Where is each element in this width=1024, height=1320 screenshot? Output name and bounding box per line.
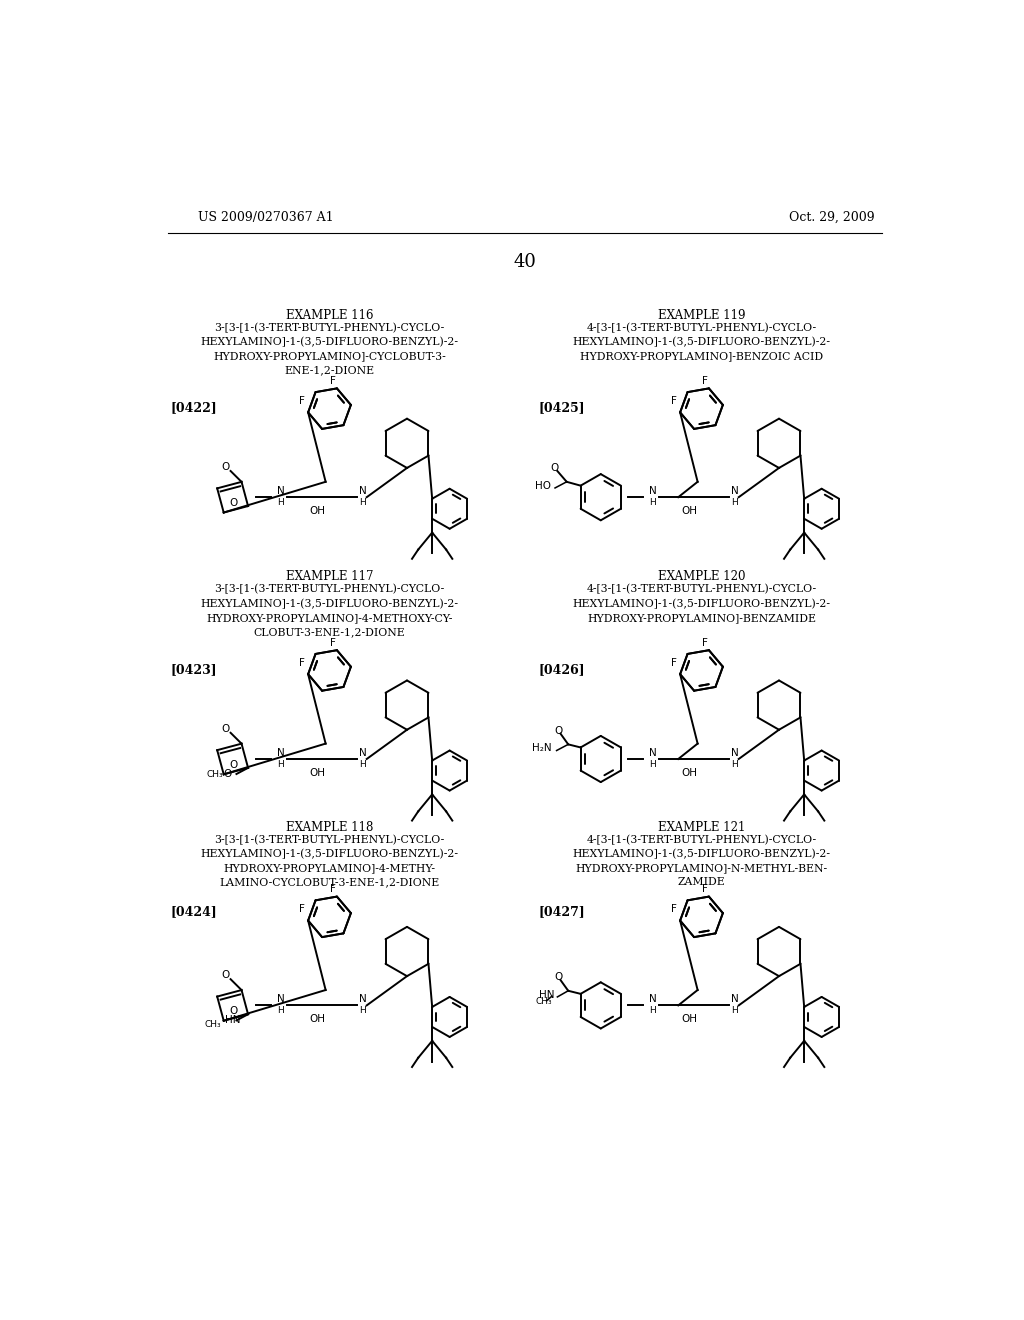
Text: F: F <box>331 376 336 385</box>
Text: F: F <box>299 396 304 407</box>
Text: H: H <box>649 1006 656 1015</box>
Text: O: O <box>554 726 562 735</box>
Text: H: H <box>359 760 367 768</box>
Text: N: N <box>276 994 285 1005</box>
Text: N: N <box>359 748 367 758</box>
Text: H: H <box>359 1006 367 1015</box>
Text: O: O <box>221 970 229 981</box>
Text: N: N <box>359 486 367 496</box>
Text: [0422]: [0422] <box>171 401 217 414</box>
Text: H: H <box>649 498 656 507</box>
Text: EXAMPLE 121: EXAMPLE 121 <box>657 821 745 834</box>
Text: O: O <box>554 972 562 982</box>
Text: EXAMPLE 120: EXAMPLE 120 <box>657 570 745 583</box>
Text: N: N <box>276 486 285 496</box>
Text: N: N <box>649 994 656 1005</box>
Text: EXAMPLE 119: EXAMPLE 119 <box>657 309 745 322</box>
Text: CH₃: CH₃ <box>207 770 223 779</box>
Text: 3-[3-[1-(3-TERT-BUTYL-PHENYL)-CYCLO-
HEXYLAMINO]-1-(3,5-DIFLUORO-BENZYL)-2-
HYDR: 3-[3-[1-(3-TERT-BUTYL-PHENYL)-CYCLO- HEX… <box>201 322 459 375</box>
Text: [0427]: [0427] <box>539 906 586 919</box>
Text: OH: OH <box>682 1014 698 1024</box>
Text: H: H <box>359 498 367 507</box>
Text: OH: OH <box>682 506 698 516</box>
Text: F: F <box>331 638 336 648</box>
Text: HN: HN <box>225 1015 241 1026</box>
Text: N: N <box>649 486 656 496</box>
Text: N: N <box>731 486 738 496</box>
Text: H₂N: H₂N <box>531 743 551 754</box>
Text: O: O <box>221 462 229 473</box>
Text: EXAMPLE 116: EXAMPLE 116 <box>286 309 374 322</box>
Text: CH₃: CH₃ <box>205 1020 221 1028</box>
Text: Oct. 29, 2009: Oct. 29, 2009 <box>790 211 876 224</box>
Text: H: H <box>731 498 738 507</box>
Text: O: O <box>229 498 238 508</box>
Text: N: N <box>731 748 738 758</box>
Text: F: F <box>671 904 677 915</box>
Text: OH: OH <box>310 506 326 516</box>
Text: 4-[3-[1-(3-TERT-BUTYL-PHENYL)-CYCLO-
HEXYLAMINO]-1-(3,5-DIFLUORO-BENZYL)-2-
HYDR: 4-[3-[1-(3-TERT-BUTYL-PHENYL)-CYCLO- HEX… <box>572 585 830 623</box>
Text: [0426]: [0426] <box>539 663 586 676</box>
Text: 3-[3-[1-(3-TERT-BUTYL-PHENYL)-CYCLO-
HEXYLAMINO]-1-(3,5-DIFLUORO-BENZYL)-2-
HYDR: 3-[3-[1-(3-TERT-BUTYL-PHENYL)-CYCLO- HEX… <box>201 834 459 887</box>
Text: H: H <box>731 1006 738 1015</box>
Text: F: F <box>702 376 709 385</box>
Text: F: F <box>671 396 677 407</box>
Text: US 2009/0270367 A1: US 2009/0270367 A1 <box>198 211 334 224</box>
Text: [0423]: [0423] <box>171 663 217 676</box>
Text: F: F <box>299 904 304 915</box>
Text: F: F <box>671 657 677 668</box>
Text: H: H <box>731 760 738 768</box>
Text: F: F <box>702 884 709 894</box>
Text: O: O <box>223 770 231 779</box>
Text: O: O <box>221 723 229 734</box>
Text: OH: OH <box>682 768 698 777</box>
Text: H: H <box>278 760 284 768</box>
Text: EXAMPLE 117: EXAMPLE 117 <box>286 570 374 583</box>
Text: OH: OH <box>310 1014 326 1024</box>
Text: N: N <box>359 994 367 1005</box>
Text: F: F <box>331 884 336 894</box>
Text: H: H <box>278 498 284 507</box>
Text: N: N <box>649 748 656 758</box>
Text: O: O <box>229 760 238 770</box>
Text: [0424]: [0424] <box>171 906 217 919</box>
Text: HN: HN <box>539 990 554 999</box>
Text: F: F <box>702 638 709 648</box>
Text: N: N <box>731 994 738 1005</box>
Text: 40: 40 <box>513 253 537 272</box>
Text: 4-[3-[1-(3-TERT-BUTYL-PHENYL)-CYCLO-
HEXYLAMINO]-1-(3,5-DIFLUORO-BENZYL)-2-
HYDR: 4-[3-[1-(3-TERT-BUTYL-PHENYL)-CYCLO- HEX… <box>572 834 830 887</box>
Text: HO: HO <box>536 482 551 491</box>
Text: [0425]: [0425] <box>539 401 586 414</box>
Text: N: N <box>276 748 285 758</box>
Text: H: H <box>649 760 656 768</box>
Text: 3-[3-[1-(3-TERT-BUTYL-PHENYL)-CYCLO-
HEXYLAMINO]-1-(3,5-DIFLUORO-BENZYL)-2-
HYDR: 3-[3-[1-(3-TERT-BUTYL-PHENYL)-CYCLO- HEX… <box>201 585 459 638</box>
Text: O: O <box>550 463 558 473</box>
Text: OH: OH <box>310 768 326 777</box>
Text: H: H <box>278 1006 284 1015</box>
Text: CH₃: CH₃ <box>536 997 552 1006</box>
Text: F: F <box>299 657 304 668</box>
Text: O: O <box>229 1006 238 1016</box>
Text: EXAMPLE 118: EXAMPLE 118 <box>286 821 373 834</box>
Text: 4-[3-[1-(3-TERT-BUTYL-PHENYL)-CYCLO-
HEXYLAMINO]-1-(3,5-DIFLUORO-BENZYL)-2-
HYDR: 4-[3-[1-(3-TERT-BUTYL-PHENYL)-CYCLO- HEX… <box>572 322 830 362</box>
